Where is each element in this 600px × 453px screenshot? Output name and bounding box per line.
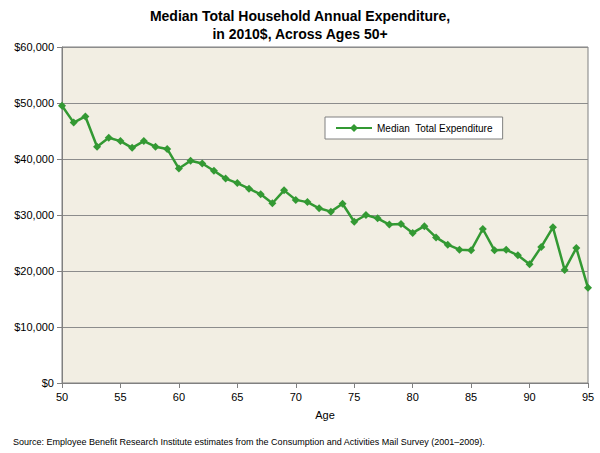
svg-text:50: 50 <box>56 391 68 403</box>
svg-text:75: 75 <box>348 391 360 403</box>
svg-text:in 2010$, Across Ages 50+: in 2010$, Across Ages 50+ <box>212 26 387 42</box>
svg-text:85: 85 <box>465 391 477 403</box>
svg-text:$20,000: $20,000 <box>14 265 54 277</box>
svg-text:65: 65 <box>231 391 243 403</box>
svg-text:95: 95 <box>582 391 594 403</box>
svg-text:Source: Employee Benefit Resea: Source: Employee Benefit Research Instit… <box>13 437 485 447</box>
svg-text:60: 60 <box>173 391 185 403</box>
svg-text:$50,000: $50,000 <box>14 97 54 109</box>
svg-text:Median Total Expenditure: Median Total Expenditure <box>377 123 493 134</box>
svg-text:$60,000: $60,000 <box>14 41 54 53</box>
svg-text:Age: Age <box>315 409 335 421</box>
svg-text:$10,000: $10,000 <box>14 321 54 333</box>
svg-text:55: 55 <box>114 391 126 403</box>
svg-text:90: 90 <box>523 391 535 403</box>
svg-text:$0: $0 <box>42 377 54 389</box>
svg-text:$30,000: $30,000 <box>14 209 54 221</box>
svg-text:Median Total Household Annual: Median Total Household Annual Expenditur… <box>150 8 450 24</box>
svg-text:$40,000: $40,000 <box>14 153 54 165</box>
svg-text:70: 70 <box>290 391 302 403</box>
svg-text:80: 80 <box>407 391 419 403</box>
